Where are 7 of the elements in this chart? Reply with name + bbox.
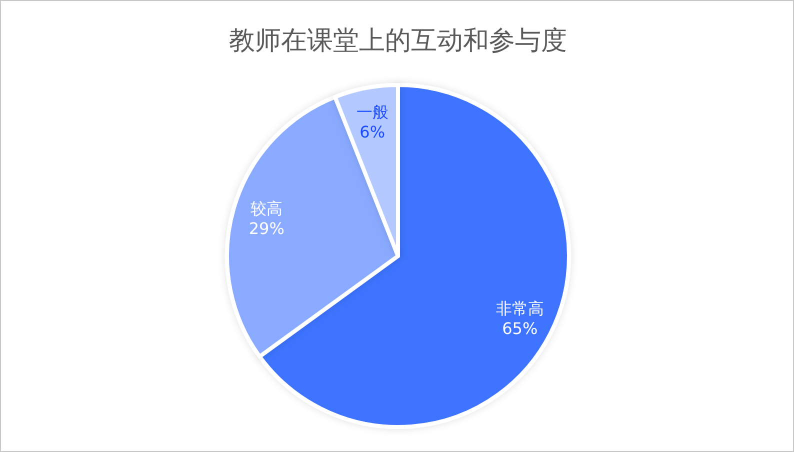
chart-title: 教师在课堂上的互动和参与度 bbox=[229, 26, 567, 56]
data-label: 6% bbox=[360, 122, 386, 142]
data-label: 65% bbox=[502, 319, 538, 338]
slice-label: 较高 bbox=[250, 198, 283, 218]
slice-label: 非常高 bbox=[496, 299, 544, 318]
slice-label: 一般 bbox=[356, 102, 388, 122]
data-label: 29% bbox=[248, 218, 284, 238]
